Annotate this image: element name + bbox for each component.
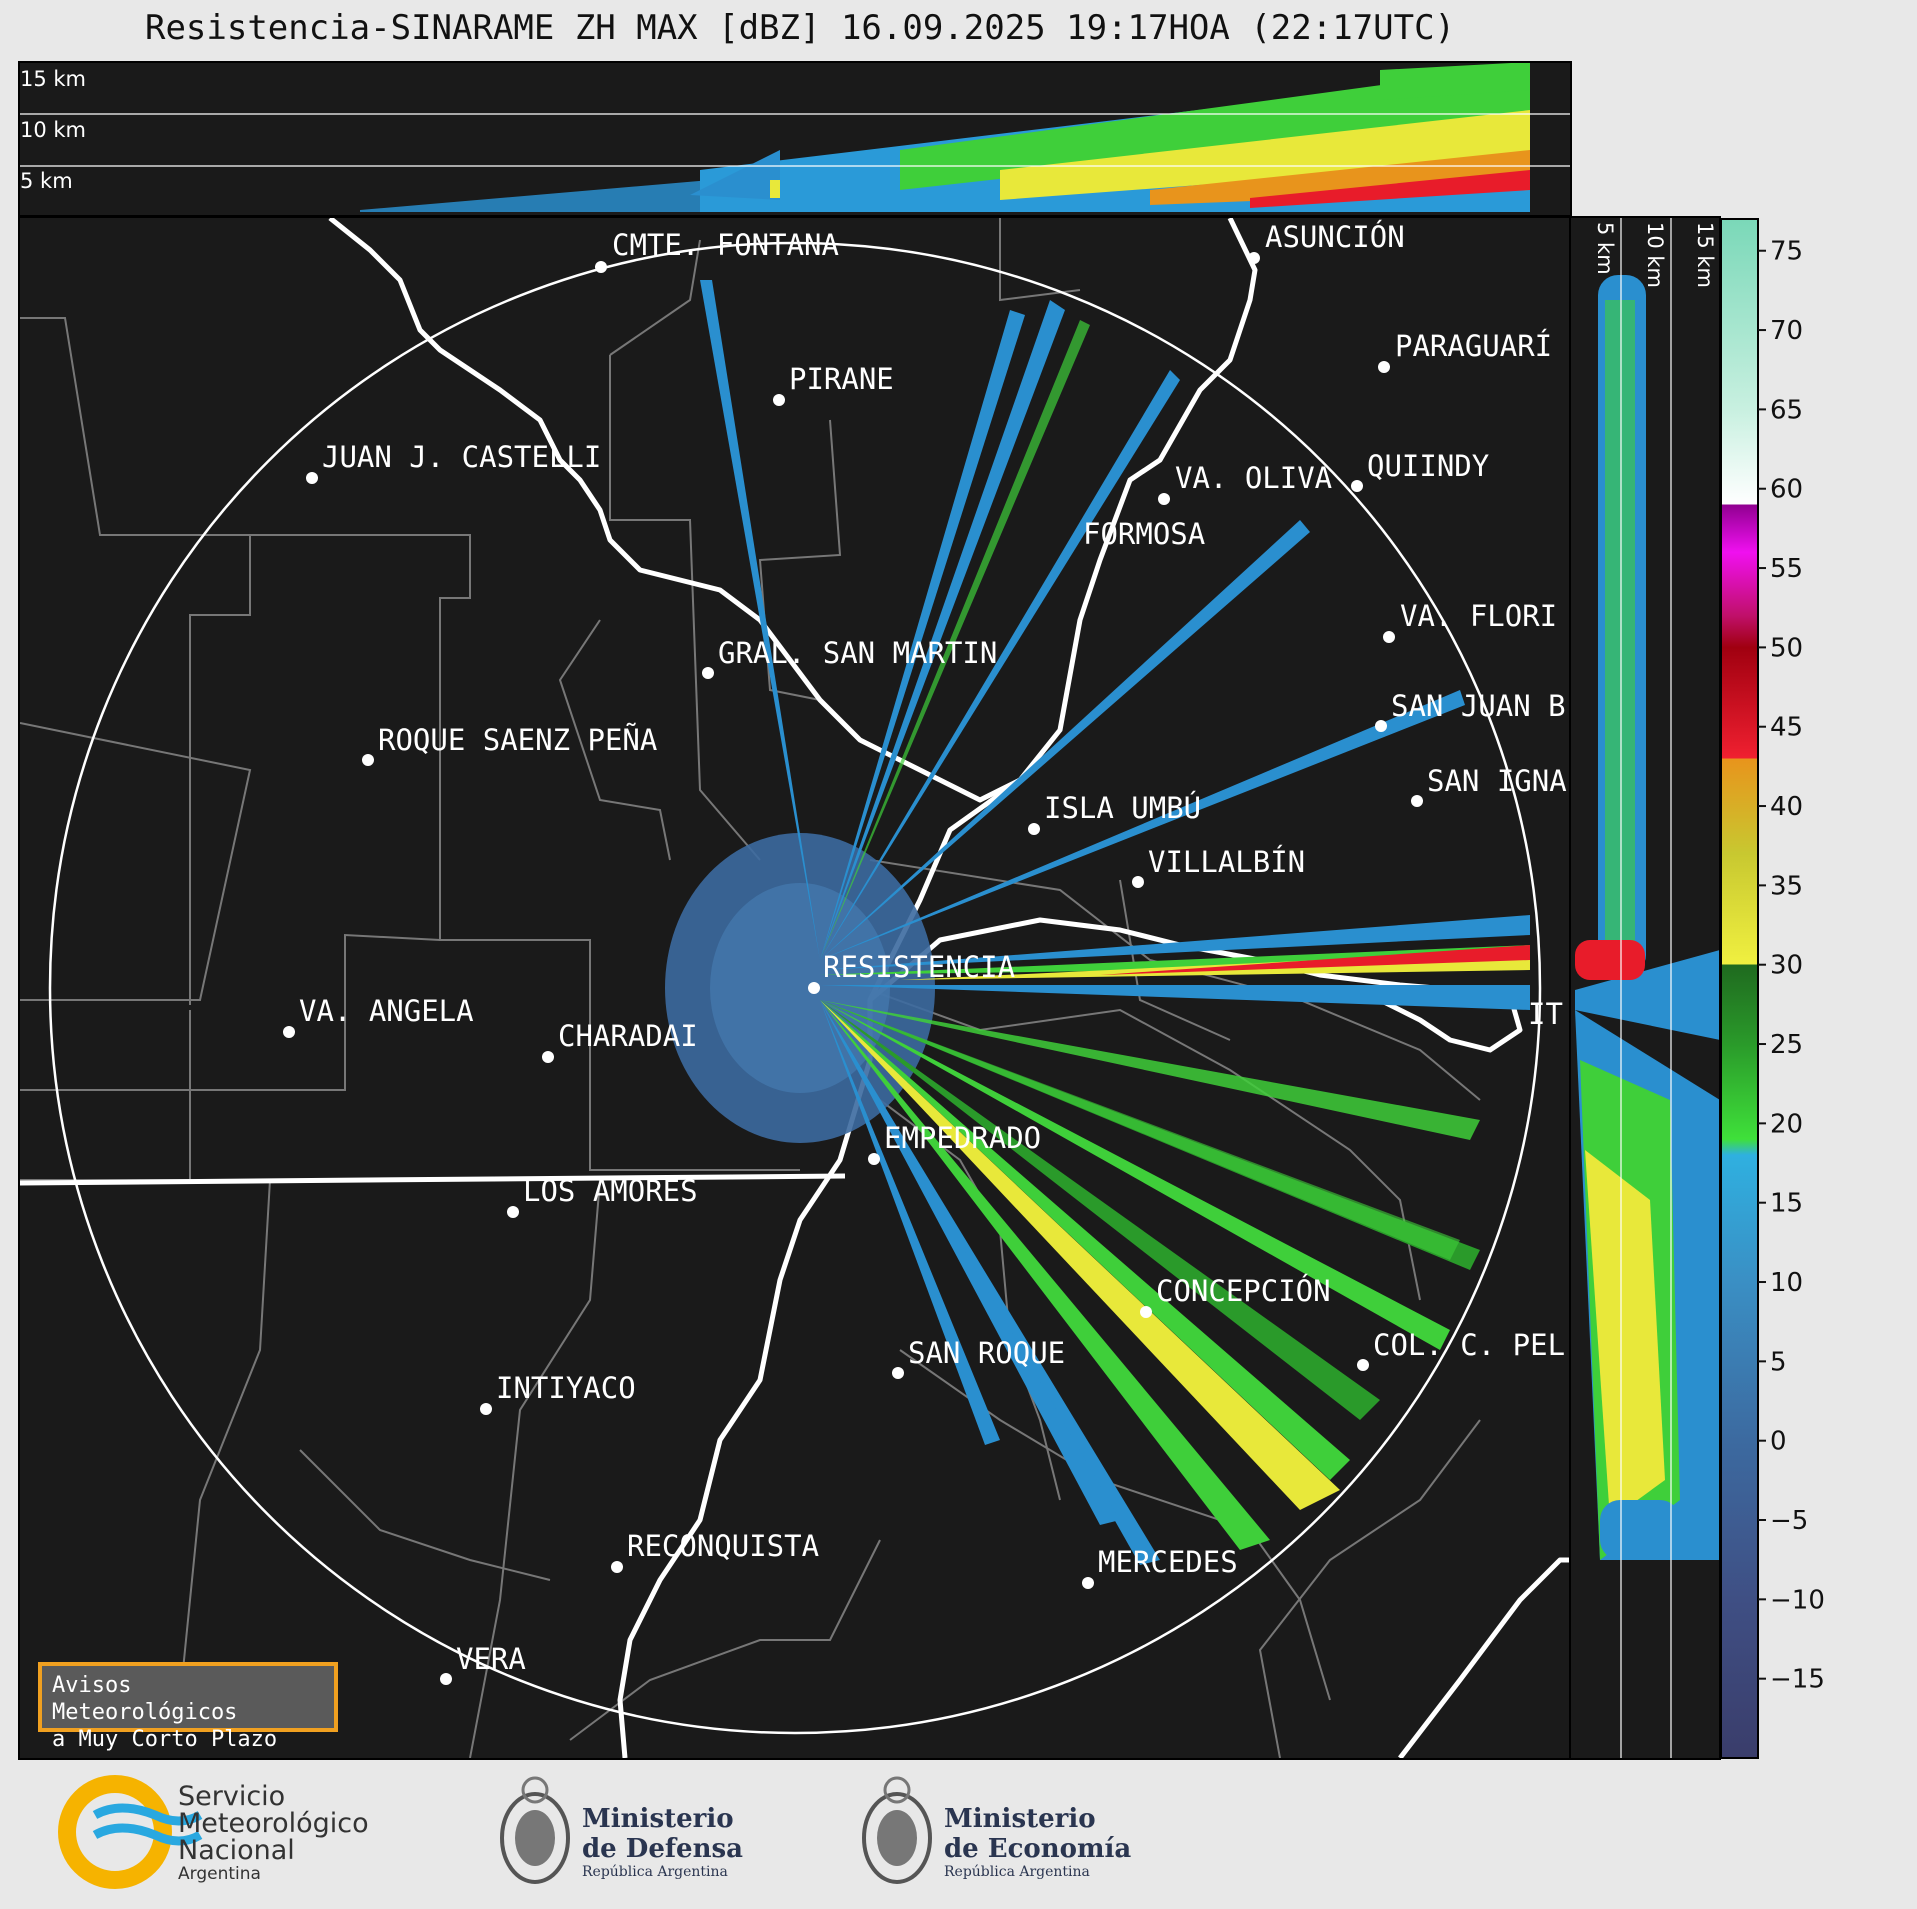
side-panel-echoes xyxy=(1575,275,1719,1560)
city-markers xyxy=(283,252,1423,1685)
top-label-5km: 5 km xyxy=(20,169,73,193)
colorbar-tick-label: 15 xyxy=(1770,1189,1803,1219)
city-label-los-amores: LOS AMORES xyxy=(523,1174,698,1208)
top-panel-echoes xyxy=(360,63,1530,212)
city-label-intiyaco: INTIYACO xyxy=(496,1371,636,1405)
defensa-line-1: Ministerio xyxy=(582,1804,734,1834)
city-label-villalbin: VILLALBÍN xyxy=(1148,845,1305,879)
aviso-box: Avisos Meteorológicos a Muy Corto Plazo xyxy=(38,1662,338,1752)
aviso-line-1: Avisos Meteorológicos xyxy=(52,1673,238,1725)
smn-logo-text: Servicio Meteorológico Nacional Argentin… xyxy=(178,1783,369,1884)
colorbar-tick-label: 60 xyxy=(1770,475,1803,505)
side-label-15km: 15 km xyxy=(1693,222,1717,288)
colorbar xyxy=(1720,218,1759,1759)
colorbar-tick-label: 35 xyxy=(1770,871,1803,901)
city-label-it: IT xyxy=(1528,997,1563,1031)
colorbar-tick-label: 30 xyxy=(1770,951,1803,981)
radar-echoes xyxy=(665,280,1530,1565)
smn-line-2: Meteorológico xyxy=(178,1808,369,1839)
city-label-reconquista: RECONQUISTA xyxy=(627,1529,819,1563)
economia-coat-of-arms xyxy=(862,1776,932,1884)
city-label-va-flori: VA. FLORI xyxy=(1400,599,1557,633)
top-label-10km: 10 km xyxy=(20,118,86,142)
side-label-5km: 5 km xyxy=(1593,222,1617,275)
map-title: Resistencia-SINARAME ZH MAX [dBZ] 16.09.… xyxy=(144,8,1456,48)
city-label-roque-saenz-pena: ROQUE SAENZ PEÑA xyxy=(378,723,657,757)
smn-line-4: Argentina xyxy=(178,1864,261,1884)
city-label-concepcion: CONCEPCIÓN xyxy=(1156,1274,1331,1308)
city-label-pirane: PIRANE xyxy=(789,362,894,396)
colorbar-tick-label: −5 xyxy=(1770,1506,1808,1536)
economia-line-1: Ministerio xyxy=(944,1804,1096,1834)
side-label-10km: 10 km xyxy=(1643,222,1667,288)
colorbar-tick-label: 5 xyxy=(1770,1347,1787,1377)
colorbar-tick-label: 75 xyxy=(1770,237,1803,267)
city-label-va-oliva: VA. OLIVA xyxy=(1175,461,1332,495)
city-label-san-roque: SAN ROQUE xyxy=(908,1336,1065,1370)
colorbar-tick-label: −15 xyxy=(1770,1665,1825,1695)
city-label-asuncion: ASUNCIÓN xyxy=(1265,220,1405,254)
colorbar-tick-label: 0 xyxy=(1770,1427,1787,1457)
city-label-mercedes: MERCEDES xyxy=(1098,1545,1238,1579)
smn-logo-mark xyxy=(58,1775,203,1889)
colorbar-tick-label: 50 xyxy=(1770,633,1803,663)
city-label-vera: VERA xyxy=(456,1642,526,1676)
range-ring xyxy=(48,241,1542,1735)
aviso-line-2: a Muy Corto Plazo xyxy=(52,1727,278,1752)
city-label-gral-san-martin: GRAL. SAN MARTIN xyxy=(718,636,997,670)
city-label-san-juan-b: SAN JUAN B xyxy=(1391,689,1566,723)
city-label-juan-j-castelli: JUAN J. CASTELLI xyxy=(322,440,601,474)
colorbar-tick-label: 45 xyxy=(1770,713,1803,743)
city-label-resistencia: RESISTENCIA xyxy=(823,950,1015,984)
smn-line-3: Nacional xyxy=(178,1835,295,1866)
colorbar-tick-label: 20 xyxy=(1770,1109,1803,1139)
economia-line-3: República Argentina xyxy=(944,1864,1090,1880)
city-label-formosa: FORMOSA xyxy=(1083,517,1205,551)
defensa-line-2: de Defensa xyxy=(582,1834,743,1864)
defensa-coat-of-arms xyxy=(500,1776,570,1884)
defensa-line-3: República Argentina xyxy=(582,1864,728,1880)
city-label-san-igna: SAN IGNA xyxy=(1427,764,1567,798)
city-label-quiindy: QUIINDY xyxy=(1367,449,1489,483)
city-label-paraguari: PARAGUARÍ xyxy=(1395,329,1552,363)
top-label-15km: 15 km xyxy=(20,67,86,91)
colorbar-tick-label: 40 xyxy=(1770,792,1803,822)
economia-logo-text: Ministerio de Economía República Argenti… xyxy=(944,1804,1131,1880)
city-label-isla-umbu: ISLA UMBÚ xyxy=(1044,791,1201,825)
city-label-va-angela: VA. ANGELA xyxy=(299,994,474,1028)
city-label-charadai: CHARADAI xyxy=(558,1019,698,1053)
colorbar-tick-label: 25 xyxy=(1770,1030,1803,1060)
colorbar-tick-label: 70 xyxy=(1770,316,1803,346)
city-label-cmte-fontana: CMTE. FONTANA xyxy=(612,228,839,262)
economia-line-2: de Economía xyxy=(944,1834,1132,1864)
admin-boundaries xyxy=(20,218,1481,1758)
city-label-empedrado: EMPEDRADO xyxy=(884,1121,1041,1155)
colorbar-tick-label: −10 xyxy=(1770,1585,1825,1615)
defensa-logo-text: Ministerio de Defensa República Argentin… xyxy=(582,1804,743,1880)
colorbar-tick-label: 55 xyxy=(1770,554,1803,584)
colorbar-tick-label: 10 xyxy=(1770,1268,1803,1298)
smn-line-1: Servicio xyxy=(178,1781,286,1812)
city-label-col-c-pel: COL. C. PEL xyxy=(1373,1328,1565,1362)
colorbar-tick-label: 65 xyxy=(1770,395,1803,425)
